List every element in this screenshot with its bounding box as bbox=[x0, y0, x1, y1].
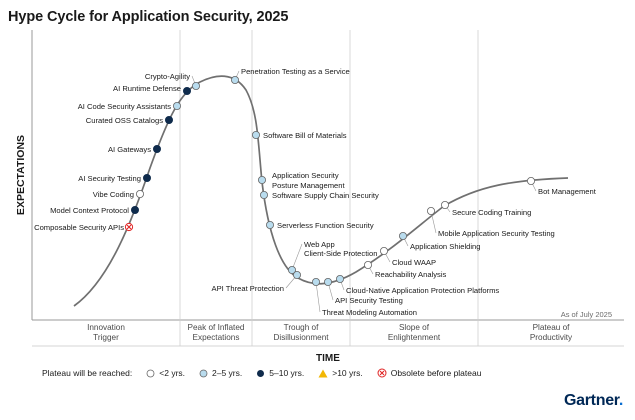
legend-item-label: >10 yrs. bbox=[332, 368, 363, 378]
tech-label: Penetration Testing as a Service bbox=[241, 67, 350, 76]
tech-label: Composable Security APIs bbox=[34, 223, 124, 232]
phase-label: Innovation bbox=[87, 323, 125, 332]
phase-label: Plateau of bbox=[533, 323, 571, 332]
tech-label: AI Gateways bbox=[108, 145, 151, 154]
tech-marker bbox=[398, 231, 407, 240]
phase-label: Peak of Inflated bbox=[188, 323, 245, 332]
tech-marker bbox=[259, 190, 268, 199]
legend-item-5to10: 5–10 yrs. bbox=[256, 368, 304, 378]
tech-marker bbox=[311, 277, 320, 286]
tech-label: Posture Management bbox=[272, 181, 345, 190]
tech-marker bbox=[130, 205, 139, 214]
legend-marker-2to5 bbox=[199, 369, 208, 377]
tech-label: Cloud WAAP bbox=[392, 258, 436, 267]
tech-marker bbox=[164, 116, 173, 125]
legend-item-label: Obsolete before plateau bbox=[390, 368, 482, 378]
tech-label: API Security Testing bbox=[335, 296, 403, 305]
legend-item-label: 2–5 yrs. bbox=[212, 368, 243, 378]
leader-line bbox=[291, 243, 303, 271]
tech-marker bbox=[265, 220, 274, 229]
tech-marker bbox=[152, 144, 161, 153]
tech-label: Software Supply Chain Security bbox=[272, 191, 379, 200]
brand-dot: . bbox=[618, 392, 623, 409]
tech-marker bbox=[426, 206, 435, 215]
legend: Plateau will be reached: <2 yrs. 2–5 yrs… bbox=[42, 368, 495, 378]
phase-label: Productivity bbox=[530, 333, 573, 342]
tech-marker bbox=[142, 173, 151, 182]
tech-label: Bot Management bbox=[538, 187, 597, 196]
tech-label: Serverless Function Security bbox=[277, 221, 374, 230]
tech-label: Application Security bbox=[272, 171, 339, 180]
gartner-logo: Gartner. bbox=[564, 392, 623, 410]
legend-item-2to5: 2–5 yrs. bbox=[199, 368, 242, 378]
legend-marker-obsolete bbox=[377, 368, 387, 378]
phase-label: Expectations bbox=[193, 333, 240, 342]
legend-marker-lt2 bbox=[146, 369, 155, 377]
tech-marker bbox=[292, 270, 301, 279]
legend-item-gt10: >10 yrs. bbox=[318, 368, 363, 378]
tech-label: Cloud-Native Application Protection Plat… bbox=[346, 286, 499, 295]
tech-marker-cross bbox=[126, 224, 132, 230]
tech-label: Web App bbox=[304, 240, 335, 249]
legend-marker-gt10 bbox=[318, 369, 328, 377]
tech-marker bbox=[287, 265, 296, 274]
tech-marker bbox=[379, 246, 388, 255]
legend-item-label: <2 yrs. bbox=[159, 368, 186, 378]
legend-label: Plateau will be reached: bbox=[42, 368, 133, 378]
tech-marker bbox=[191, 82, 200, 91]
tech-marker bbox=[323, 277, 332, 286]
legend-item-lt2: <2 yrs. bbox=[146, 368, 185, 378]
tech-marker bbox=[527, 176, 536, 185]
tech-label: API Threat Protection bbox=[212, 284, 284, 293]
tech-label: AI Code Security Assistants bbox=[78, 102, 171, 111]
tech-label: Curated OSS Catalogs bbox=[86, 116, 163, 125]
tech-label: Secure Coding Training bbox=[452, 208, 531, 217]
tech-label: Model Context Protocol bbox=[50, 206, 129, 215]
tech-marker bbox=[335, 274, 344, 283]
tech-label: Crypto-Agility bbox=[145, 72, 190, 81]
tech-marker bbox=[182, 87, 191, 96]
tech-marker bbox=[440, 200, 449, 209]
tech-label: Mobile Application Security Testing bbox=[438, 229, 555, 238]
legend-item-obsolete: Obsolete before plateau bbox=[377, 368, 482, 378]
tech-marker bbox=[172, 102, 181, 111]
tech-label: Client-Side Protection bbox=[304, 249, 377, 258]
tech-label: Software Bill of Materials bbox=[263, 131, 347, 140]
tech-label: Threat Modeling Automation bbox=[322, 308, 417, 317]
x-axis-title: TIME bbox=[316, 353, 340, 364]
tech-marker bbox=[230, 76, 239, 85]
tech-label: Application Shielding bbox=[410, 242, 481, 251]
phase-label: Enlightenment bbox=[388, 333, 441, 342]
phase-label: Trigger bbox=[93, 333, 119, 342]
tech-label: AI Security Testing bbox=[78, 174, 141, 183]
legend-marker-5to10 bbox=[257, 369, 265, 377]
tech-label: Vibe Coding bbox=[93, 190, 134, 199]
legend-item-label: 5–10 yrs. bbox=[269, 368, 305, 378]
brand-name: Gartner bbox=[564, 392, 619, 409]
tech-marker bbox=[135, 189, 144, 198]
as-of-note: As of July 2025 bbox=[561, 310, 612, 319]
y-axis-title: EXPECTATIONS bbox=[15, 135, 27, 215]
phase-label: Trough of bbox=[284, 323, 319, 332]
tech-label: Reachability Analysis bbox=[375, 270, 447, 279]
phase-label: Slope of bbox=[399, 323, 430, 332]
tech-marker bbox=[363, 260, 372, 269]
tech-marker bbox=[251, 130, 260, 139]
tech-marker bbox=[257, 175, 266, 184]
leader-line bbox=[315, 281, 321, 313]
tech-label: AI Runtime Defense bbox=[113, 84, 181, 93]
phase-label: Disillusionment bbox=[273, 333, 329, 342]
chart-title: Hype Cycle for Application Security, 202… bbox=[8, 9, 289, 25]
